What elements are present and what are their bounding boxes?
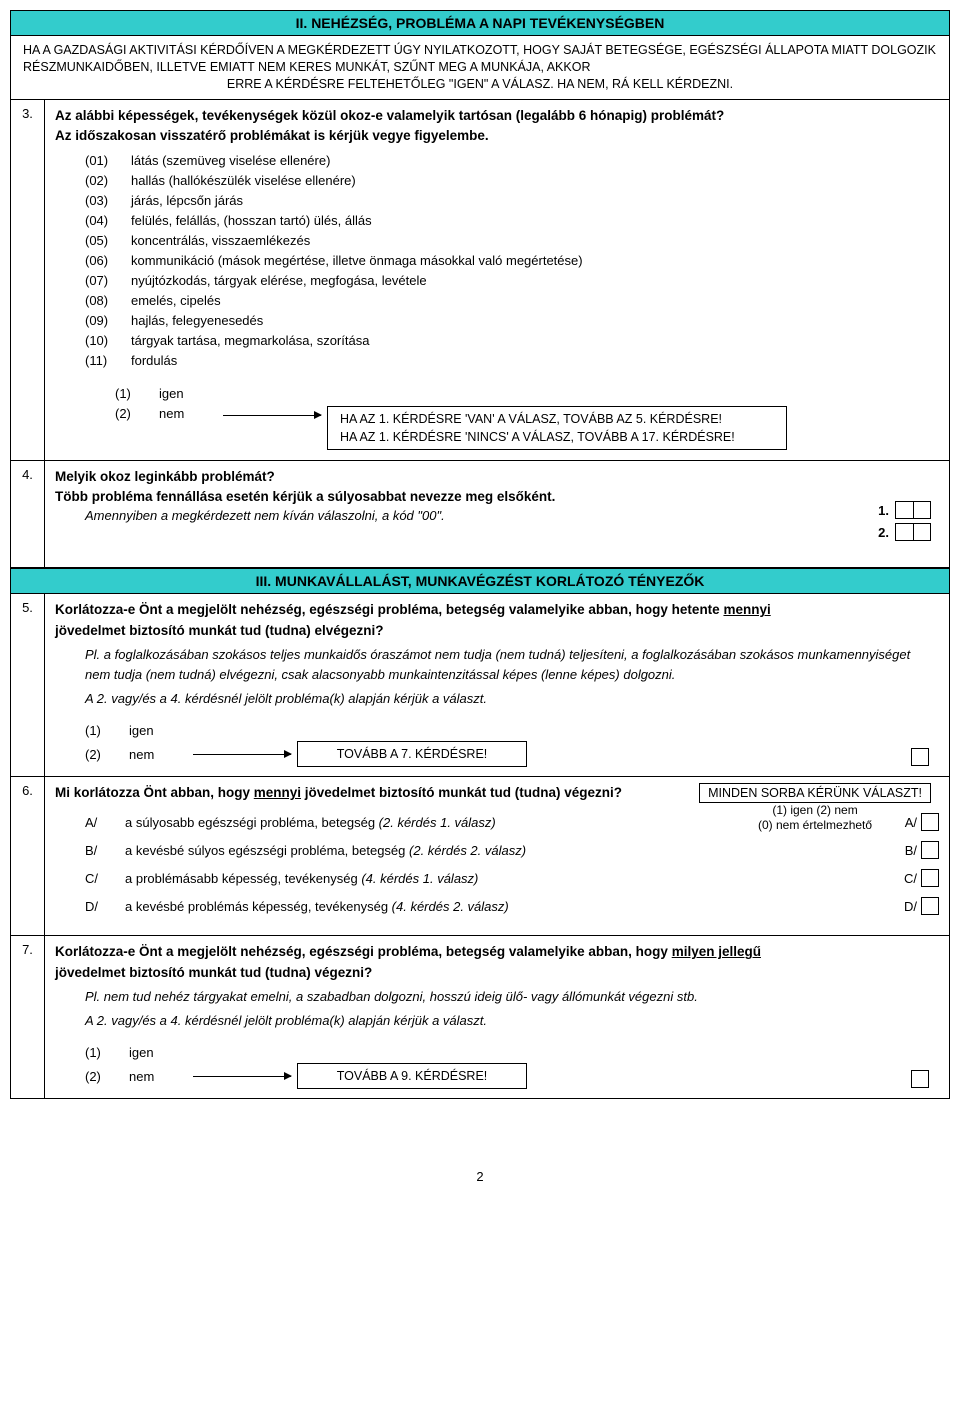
q4-answer-1: 1.: [878, 501, 931, 519]
q3-subtitle: Az időszakosan visszatérő problémákat is…: [55, 128, 939, 143]
q3-option: (06)kommunikáció (mások megértése, illet…: [85, 253, 939, 268]
q4-answer-2: 2.: [878, 523, 931, 541]
q7-no-code: (2): [85, 1069, 129, 1084]
q3-no-label: nem: [159, 406, 223, 421]
q7-title: Korlátozza-e Önt a megjelölt nehézség, e…: [55, 942, 939, 962]
q5-title-b: jövedelmet biztosító munkát tud (tudna) …: [55, 621, 939, 641]
answer-box[interactable]: [895, 523, 913, 541]
q6-title: Mi korlátozza Önt abban, hogy mennyi jöv…: [55, 783, 655, 803]
q6-legend-1: (1) igen (2) nem: [699, 803, 931, 817]
intro-line-1: HA A GAZDASÁGI AKTIVITÁSI KÉRDŐÍVEN A ME…: [23, 42, 937, 76]
q3-option: (11)fordulás: [85, 353, 939, 368]
q4-number: 4.: [11, 461, 45, 567]
q5-example: Pl. a foglalkozásában szokásos teljes mu…: [85, 645, 939, 685]
q3-option: (01)látás (szemüveg viselése ellenére): [85, 153, 939, 168]
q5-yes-label: igen: [129, 723, 193, 738]
arrow-icon: [223, 415, 321, 416]
answer-box[interactable]: [913, 501, 931, 519]
arrow-icon: [193, 754, 291, 755]
q7-number: 7.: [11, 936, 45, 1098]
q5-goto-box: TOVÁBB A 7. KÉRDÉSRE!: [297, 741, 527, 767]
q7-yes-code: (1): [85, 1045, 129, 1060]
q3-option: (09)hajlás, felegyenesedés: [85, 313, 939, 328]
q6-option-b: B/ a kevésbé súlyos egészségi probléma, …: [85, 841, 939, 859]
q5-number: 5.: [11, 594, 45, 776]
q5-yes-no: (1) igen (2) nem TOVÁBB A 7. KÉRDÉSRE!: [85, 718, 939, 766]
q3-goto-2: HA AZ 1. KÉRDÉSRE 'NINCS' A VÁLASZ, TOVÁ…: [340, 428, 774, 446]
q3-options: (01)látás (szemüveg viselése ellenére) (…: [85, 153, 939, 368]
q5-no-code: (2): [85, 747, 129, 762]
q3-option: (07)nyújtózkodás, tárgyak elérése, megfo…: [85, 273, 939, 288]
q3-yes-no: (1) igen (2) nem HA AZ 1. KÉRDÉSRE 'VAN'…: [115, 382, 939, 450]
question-5: 5. Korlátozza-e Önt a megjelölt nehézség…: [11, 594, 949, 777]
q7-example: Pl. nem tud nehéz tárgyakat emelni, a sz…: [85, 987, 939, 1007]
q6-option-c: C/ a problémásabb képesség, tevékenység …: [85, 869, 939, 887]
q6-option-d: D/ a kevésbé problémás képesség, tevéken…: [85, 897, 939, 915]
q7-title-b: jövedelmet biztosító munkát tud (tudna) …: [55, 963, 939, 983]
q6-instructions: MINDEN SORBA KÉRÜNK VÁLASZT! (1) igen (2…: [699, 783, 931, 832]
q5-no-label: nem: [129, 747, 193, 762]
question-7: 7. Korlátozza-e Önt a megjelölt nehézség…: [11, 936, 949, 1098]
q3-goto-box: HA AZ 1. KÉRDÉSRE 'VAN' A VÁLASZ, TOVÁBB…: [327, 406, 787, 450]
q3-option: (05)koncentrálás, visszaemlékezés: [85, 233, 939, 248]
q3-option: (08)emelés, cipelés: [85, 293, 939, 308]
q7-yes-no: (1) igen (2) nem TOVÁBB A 9. KÉRDÉSRE!: [85, 1040, 939, 1088]
q3-no-code: (2): [115, 406, 159, 421]
section-2-intro: HA A GAZDASÁGI AKTIVITÁSI KÉRDŐÍVEN A ME…: [11, 36, 949, 100]
section-3-header: III. MUNKAVÁLLALÁST, MUNKAVÉGZÉST KORLÁT…: [11, 568, 949, 594]
q3-option: (02)hallás (hallókészülék viselése ellen…: [85, 173, 939, 188]
q7-yes-label: igen: [129, 1045, 193, 1060]
q4-subtitle: Több probléma fennállása esetén kérjük a…: [55, 489, 939, 504]
q6-number: 6.: [11, 777, 45, 935]
q7-goto-box: TOVÁBB A 9. KÉRDÉSRE!: [297, 1063, 527, 1089]
q7-no-label: nem: [129, 1069, 193, 1084]
q3-option: (03)járás, lépcsőn járás: [85, 193, 939, 208]
answer-box[interactable]: [921, 869, 939, 887]
answer-box[interactable]: [921, 841, 939, 859]
answer-box[interactable]: [911, 748, 929, 766]
q5-yes-code: (1): [85, 723, 129, 738]
q3-title: Az alábbi képességek, tevékenységek közü…: [55, 106, 939, 126]
q3-yes-code: (1): [115, 386, 159, 401]
q3-yes-label: igen: [159, 386, 223, 401]
q7-note: A 2. vagy/és a 4. kérdésnél jelölt probl…: [85, 1013, 939, 1028]
answer-box[interactable]: [895, 501, 913, 519]
page-number: 2: [10, 1169, 950, 1184]
question-3: 3. Az alábbi képességek, tevékenységek k…: [11, 100, 949, 462]
intro-line-2: ERRE A KÉRDÉSRE FELTEHETŐLEG "IGEN" A VÁ…: [23, 76, 937, 93]
answer-box[interactable]: [913, 523, 931, 541]
q5-title: Korlátozza-e Önt a megjelölt nehézség, e…: [55, 600, 939, 620]
q4-title: Melyik okoz leginkább problémát?: [55, 467, 939, 487]
q4-note: Amennyiben a megkérdezett nem kíván vála…: [85, 508, 939, 523]
q3-goto-1: HA AZ 1. KÉRDÉSRE 'VAN' A VÁLASZ, TOVÁBB…: [340, 410, 774, 428]
arrow-icon: [193, 1076, 291, 1077]
q3-option: (04)felülés, felállás, (hosszan tartó) ü…: [85, 213, 939, 228]
question-6: 6. Mi korlátozza Önt abban, hogy mennyi …: [11, 777, 949, 936]
q5-note: A 2. vagy/és a 4. kérdésnél jelölt probl…: [85, 691, 939, 706]
form-container: II. NEHÉZSÉG, PROBLÉMA A NAPI TEVÉKENYSÉ…: [10, 10, 950, 1099]
q3-number: 3.: [11, 100, 45, 461]
q6-instruction-box: MINDEN SORBA KÉRÜNK VÁLASZT!: [699, 783, 931, 803]
question-4: 4. Melyik okoz leginkább problémát? Több…: [11, 461, 949, 568]
q3-option: (10)tárgyak tartása, megmarkolása, szorí…: [85, 333, 939, 348]
section-2-header: II. NEHÉZSÉG, PROBLÉMA A NAPI TEVÉKENYSÉ…: [11, 11, 949, 36]
q6-legend-2: (0) nem értelmezhető: [699, 818, 931, 832]
answer-box[interactable]: [911, 1070, 929, 1088]
answer-box[interactable]: [921, 897, 939, 915]
